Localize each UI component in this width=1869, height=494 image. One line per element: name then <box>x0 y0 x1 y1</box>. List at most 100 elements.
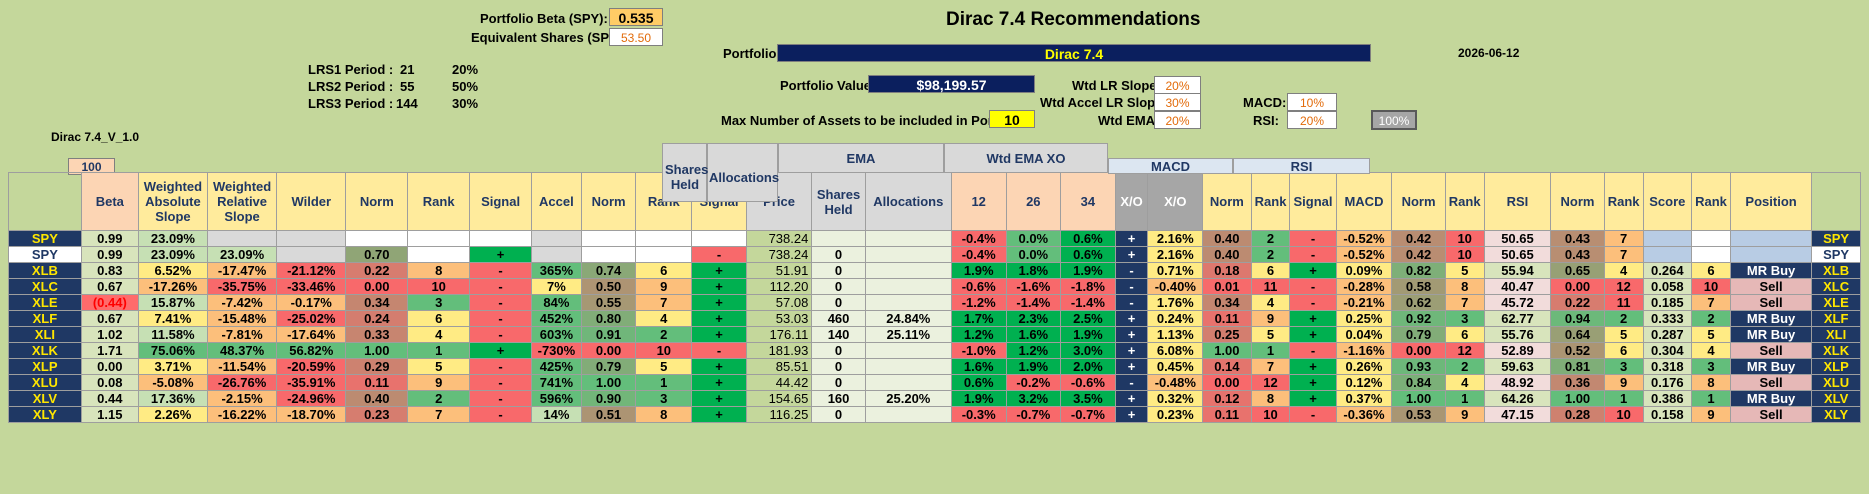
signal-cell: - <box>469 326 533 343</box>
wtd-ema-xo-cell: 0.71% <box>1147 262 1204 279</box>
ticker-cell-right[interactable]: XLU <box>1811 374 1861 391</box>
ticker-cell-right[interactable]: XLE <box>1811 294 1861 311</box>
rsi-weight-value[interactable]: 20% <box>1287 111 1337 129</box>
ticker-cell-right[interactable]: XLC <box>1811 278 1861 295</box>
ticker-cell[interactable]: XLY <box>8 406 82 423</box>
ema-xo-cell: + <box>1114 326 1149 343</box>
ticker-cell[interactable]: XLK <box>8 342 82 359</box>
wtd-rank-cell: 2 <box>1250 230 1291 247</box>
ticker-cell[interactable]: SPY <box>8 246 82 263</box>
rsi-norm-cell: 0.64 <box>1550 326 1605 343</box>
wtd-ema-xo-cell: 0.32% <box>1147 390 1204 407</box>
ticker-cell[interactable]: XLE <box>8 294 82 311</box>
ema-xo-cell: + <box>1114 342 1149 359</box>
accel-signal-cell: + <box>691 294 747 311</box>
wtd-norm-cell: 0.40 <box>1202 246 1252 263</box>
portfolio-value[interactable]: $98,199.57 <box>868 75 1035 93</box>
accel-norm-cell: 0.79 <box>580 358 637 375</box>
ticker-cell[interactable]: XLU <box>8 374 82 391</box>
weighted-relative-slope-cell: 23.09% <box>207 246 278 263</box>
ticker-cell-right[interactable]: XLY <box>1811 406 1861 423</box>
rsi-cell: 55.94 <box>1483 262 1552 279</box>
norm-cell: 0.23 <box>345 406 409 423</box>
ema-xo-cell: + <box>1114 390 1149 407</box>
ticker-cell[interactable]: SPY <box>8 230 82 247</box>
equiv-shares-value[interactable]: 53.50 <box>609 28 663 46</box>
wtd-lr-slope-value[interactable]: 20% <box>1154 76 1201 94</box>
weighted-relative-slope-cell: -16.22% <box>207 406 278 423</box>
wtd-signal-cell: - <box>1289 342 1337 359</box>
max-assets-value[interactable]: 10 <box>989 110 1035 128</box>
shares-held-cell: 0 <box>811 246 866 263</box>
allocation-cell <box>864 262 952 279</box>
score-cell: 0.304 <box>1642 342 1693 359</box>
ticker-cell-right[interactable]: XLF <box>1811 310 1861 327</box>
table-row: SPY 0.99 23.09% 23.09% 0.70 + -738.24 0 -0.4% 0.0… <box>8 246 1861 263</box>
table-row: XLV 0.44 17.36% -2.15% -24.96% 0.40 2-596% 0.90… <box>8 390 1861 407</box>
accel-signal-cell: - <box>691 246 747 263</box>
macd-weight-value[interactable]: 10% <box>1287 93 1337 111</box>
accel-cell: 7% <box>531 278 582 295</box>
ema-26-cell: 2.3% <box>1005 310 1062 327</box>
ticker-cell-right[interactable]: XLV <box>1811 390 1861 407</box>
ticker-cell-right[interactable]: XLK <box>1811 342 1861 359</box>
ticker-cell-right[interactable]: XLB <box>1811 262 1861 279</box>
portfolio-name[interactable]: Dirac 7.4 <box>777 44 1371 62</box>
wtd-signal-cell: + <box>1289 262 1337 279</box>
wtd-ema-value[interactable]: 20% <box>1154 111 1201 129</box>
accel-signal-cell: + <box>691 326 747 343</box>
weighted-relative-slope-cell: -26.76% <box>207 374 278 391</box>
ema-34-cell: -1.8% <box>1060 278 1116 295</box>
wtd-signal-cell: - <box>1289 406 1337 423</box>
weighted-relative-slope-cell <box>207 230 278 247</box>
ticker-cell[interactable]: XLC <box>8 278 82 295</box>
rsi-rank-cell: 12 <box>1603 278 1644 295</box>
rsi-rank-cell: 11 <box>1603 294 1644 311</box>
accel-rank-cell: 1 <box>635 374 693 391</box>
price-cell: 181.93 <box>745 342 813 359</box>
position-cell: Sell <box>1729 342 1813 359</box>
ticker-cell[interactable]: XLI <box>8 326 82 343</box>
ticker-cell-right[interactable]: SPY <box>1811 246 1861 263</box>
score-cell: 0.185 <box>1642 294 1693 311</box>
portfolio-beta-value[interactable]: 0.535 <box>609 8 663 26</box>
accel-signal-cell: - <box>691 342 747 359</box>
macd-norm-cell: 0.58 <box>1391 278 1446 295</box>
wtd-norm-cell: 0.12 <box>1202 390 1252 407</box>
shares-held-cell: 0 <box>811 406 866 423</box>
wtd-norm-cell: 1.00 <box>1202 342 1252 359</box>
accel-cell: 596% <box>531 390 582 407</box>
wtd-accel-value[interactable]: 30% <box>1154 93 1201 111</box>
ticker-cell[interactable]: XLF <box>8 310 82 327</box>
signal-cell <box>469 230 533 247</box>
norm-cell: 0.33 <box>345 326 409 343</box>
rank-cell: 4 <box>407 326 471 343</box>
ticker-cell-right[interactable]: XLI <box>1811 326 1861 343</box>
rank-cell: 7 <box>407 406 471 423</box>
table-row: XLE (0.44) 15.87% -7.42% -0.17% 0.34 3-84% 0.55… <box>8 294 1861 311</box>
wilder-cell: -20.59% <box>276 358 347 375</box>
ticker-cell[interactable]: XLP <box>8 358 82 375</box>
header-weighted-absolute-slope: Weighted Absolute Slope <box>137 172 209 231</box>
macd-norm-cell: 0.93 <box>1391 358 1446 375</box>
rsi-norm-cell: 0.43 <box>1550 230 1605 247</box>
ema-26-cell: 0.0% <box>1005 230 1062 247</box>
header-rsi: RSI <box>1483 172 1552 231</box>
position-cell: MR Buy <box>1729 358 1813 375</box>
norm-cell: 0.40 <box>345 390 409 407</box>
weighted-absolute-slope-cell: 7.41% <box>137 310 209 327</box>
signal-cell: - <box>469 294 533 311</box>
header-accel: Accel <box>531 172 582 231</box>
wilder-cell: -21.12% <box>276 262 347 279</box>
beta-cell: (0.44) <box>80 294 139 311</box>
score-rank-cell: 1 <box>1691 390 1731 407</box>
ticker-cell[interactable]: XLB <box>8 262 82 279</box>
wtd-rank-cell: 11 <box>1250 278 1291 295</box>
rank-cell: 3 <box>407 294 471 311</box>
ticker-cell-right[interactable]: SPY <box>1811 230 1861 247</box>
ticker-cell[interactable]: XLV <box>8 390 82 407</box>
allocation-cell: 25.11% <box>864 326 952 343</box>
beta-cell: 0.00 <box>80 358 139 375</box>
lrs2-label: LRS2 Period : <box>308 79 394 94</box>
ticker-cell-right[interactable]: XLP <box>1811 358 1861 375</box>
